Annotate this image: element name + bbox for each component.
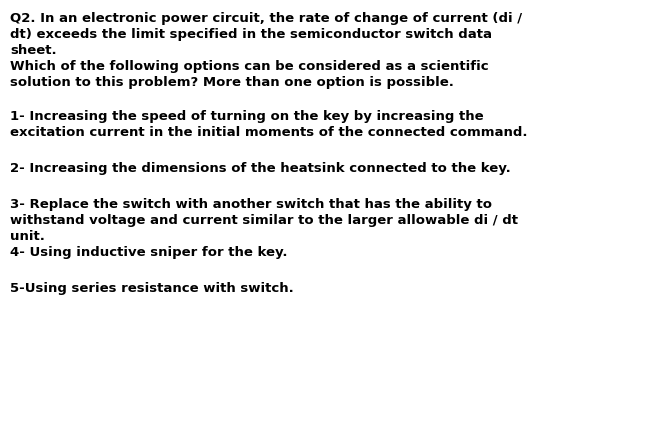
Text: solution to this problem? More than one option is possible.: solution to this problem? More than one …	[10, 76, 454, 89]
Text: dt) exceeds the limit specified in the semiconductor switch data: dt) exceeds the limit specified in the s…	[10, 28, 492, 41]
Text: 1- Increasing the speed of turning on the key by increasing the: 1- Increasing the speed of turning on th…	[10, 110, 483, 123]
Text: 3- Replace the switch with another switch that has the ability to: 3- Replace the switch with another switc…	[10, 198, 492, 211]
Text: 2- Increasing the dimensions of the heatsink connected to the key.: 2- Increasing the dimensions of the heat…	[10, 162, 511, 175]
Text: withstand voltage and current similar to the larger allowable di / dt: withstand voltage and current similar to…	[10, 214, 518, 227]
Text: 4- Using inductive sniper for the key.: 4- Using inductive sniper for the key.	[10, 246, 288, 259]
Text: unit.: unit.	[10, 230, 45, 243]
Text: 5-Using series resistance with switch.: 5-Using series resistance with switch.	[10, 282, 293, 295]
Text: excitation current in the initial moments of the connected command.: excitation current in the initial moment…	[10, 126, 527, 139]
Text: sheet.: sheet.	[10, 44, 56, 57]
Text: Which of the following options can be considered as a scientific: Which of the following options can be co…	[10, 60, 489, 73]
Text: Q2. In an electronic power circuit, the rate of change of current (di /: Q2. In an electronic power circuit, the …	[10, 12, 522, 25]
